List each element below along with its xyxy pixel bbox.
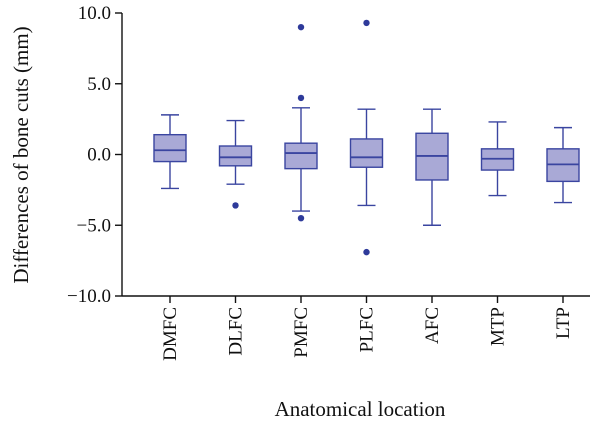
x-tick-label: MTP xyxy=(488,307,509,346)
box-pmfc xyxy=(284,23,318,222)
y-tick-label: 10.0 xyxy=(78,3,111,24)
outlier-point xyxy=(363,248,370,256)
box-afc xyxy=(415,108,449,226)
box-mtp xyxy=(480,121,515,197)
iqr-box xyxy=(284,142,318,170)
outlier-point xyxy=(297,214,305,222)
box-plfc xyxy=(349,19,384,256)
box-dlfc xyxy=(218,119,253,209)
outlier-point xyxy=(363,19,370,27)
x-tick-label: DMFC xyxy=(160,307,181,361)
x-tick-label: AFC xyxy=(422,307,443,344)
plot-area xyxy=(153,19,580,256)
y-tick-label: 5.0 xyxy=(87,74,111,95)
box-dmfc xyxy=(153,114,187,190)
outlier-point xyxy=(297,23,305,31)
x-tick-label: DLFC xyxy=(226,307,247,356)
y-tick-label: −10.0 xyxy=(67,286,111,307)
iqr-box xyxy=(153,133,187,163)
outlier-point xyxy=(297,94,305,102)
x-axis-title: Anatomical location xyxy=(275,397,446,421)
x-axis: DMFC DLFC PMFC PLFC AFC MTP LTP xyxy=(122,295,590,361)
outlier-point xyxy=(232,202,239,209)
y-tick-label: −5.0 xyxy=(77,215,111,236)
y-tick-label: 0.0 xyxy=(87,145,111,166)
iqr-box xyxy=(349,138,384,168)
x-tick-label: PLFC xyxy=(357,307,378,352)
y-axis: 10.0 5.0 0.0 −5.0 −10.0 xyxy=(67,3,123,307)
y-axis-title: Differences of bone cuts (mm) xyxy=(9,26,33,283)
iqr-box xyxy=(218,145,253,167)
x-tick-label: PMFC xyxy=(291,307,312,358)
box-ltp xyxy=(546,126,580,204)
x-tick-label: LTP xyxy=(553,307,574,339)
